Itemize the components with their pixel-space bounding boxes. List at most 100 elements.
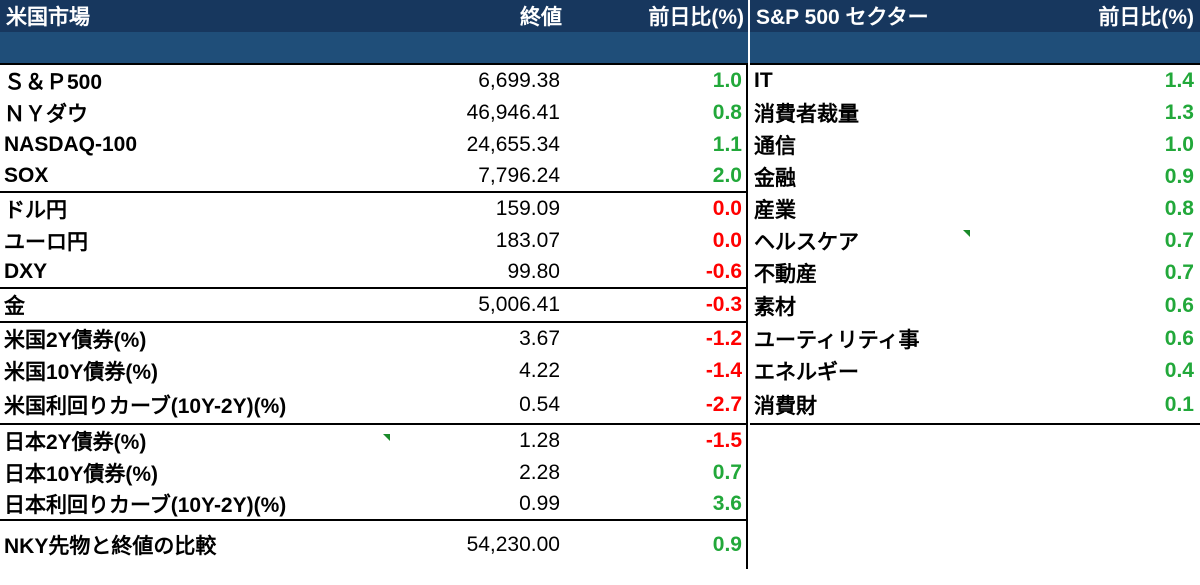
market-close-value: 1.28 bbox=[519, 429, 560, 452]
us-market-subheader-band bbox=[0, 32, 748, 65]
market-name: 米国10Y債券(%) bbox=[4, 361, 159, 384]
sector-row: 産業 0.8 bbox=[750, 193, 1200, 225]
market-close-value: 183.07 bbox=[495, 229, 560, 252]
market-close-value: 54,230.00 bbox=[466, 533, 560, 556]
sector-rows: IT 1.4 消費者裁量 1.3 通信 1.0 金融 0.9 産業 0.8 ヘルスケア 0.7 不動産 0… bbox=[750, 65, 1200, 425]
market-close-value: 4.22 bbox=[519, 359, 560, 382]
market-close-value: 24,655.34 bbox=[466, 133, 560, 156]
market-row: NASDAQ-100 24,655.34 1.1 bbox=[0, 129, 748, 161]
sector-change-column-header: 前日比(%) bbox=[1098, 6, 1194, 29]
market-row: 日本利回りカーブ(10Y-2Y)(%) 0.99 3.6 bbox=[0, 489, 748, 521]
market-name: Ｓ＆Ｐ500 bbox=[4, 71, 103, 94]
market-rows: Ｓ＆Ｐ500 6,699.38 1.0 ＮＹダウ 46,946.41 0.8 NASDAQ-… bbox=[0, 65, 748, 569]
market-name: DXY bbox=[4, 260, 48, 283]
sector-name: エネルギー bbox=[754, 361, 859, 384]
market-row: 米国利回りカーブ(10Y-2Y)(%) 0.54 -2.7 bbox=[0, 387, 748, 425]
market-close-value: 99.80 bbox=[507, 260, 560, 283]
market-change-value: -0.6 bbox=[705, 260, 742, 283]
market-close-value: 46,946.41 bbox=[466, 101, 560, 124]
sector-row: 素材 0.6 bbox=[750, 289, 1200, 323]
market-name: ユーロ円 bbox=[4, 231, 88, 254]
market-name: 米国2Y債券(%) bbox=[4, 329, 147, 352]
market-change-value: 3.6 bbox=[712, 492, 742, 515]
us-market-header: 米国市場 終値 前日比(%) bbox=[0, 0, 748, 32]
cell-comment-indicator bbox=[383, 434, 390, 441]
market-change-value: -1.4 bbox=[705, 359, 742, 382]
sector-change-value: 1.4 bbox=[1164, 69, 1194, 92]
sector-name: IT bbox=[754, 69, 773, 92]
sector-name: ユーティリティ事 bbox=[754, 329, 920, 352]
sector-name: 不動産 bbox=[754, 263, 817, 286]
sector-change-value: 1.3 bbox=[1164, 101, 1194, 124]
market-change-value: 1.1 bbox=[712, 133, 742, 156]
sector-row: 不動産 0.7 bbox=[750, 257, 1200, 289]
market-close-value: 0.54 bbox=[519, 393, 560, 416]
market-change-value: -2.7 bbox=[705, 393, 742, 416]
market-name: 金 bbox=[4, 295, 25, 318]
sector-change-value: 0.7 bbox=[1164, 229, 1194, 252]
sector-name: 消費者裁量 bbox=[754, 103, 859, 126]
us-market-title: 米国市場 bbox=[6, 6, 90, 29]
sector-change-value: 0.1 bbox=[1164, 393, 1194, 416]
market-close-value: 0.99 bbox=[519, 492, 560, 515]
market-row: Ｓ＆Ｐ500 6,699.38 1.0 bbox=[0, 65, 748, 97]
market-change-value: 0.9 bbox=[712, 533, 742, 556]
market-name: ＮＹダウ bbox=[4, 103, 88, 126]
sector-change-value: 0.6 bbox=[1164, 294, 1194, 317]
market-row: 金 5,006.41 -0.3 bbox=[0, 289, 748, 323]
market-row: NKY先物と終値の比較 54,230.00 0.9 bbox=[0, 521, 748, 569]
market-name: NKY先物と終値の比較 bbox=[4, 535, 217, 558]
market-change-value: 0.8 bbox=[712, 101, 742, 124]
market-change-value: -1.5 bbox=[705, 429, 742, 452]
market-change-value: 1.0 bbox=[712, 69, 742, 92]
sector-change-value: 0.4 bbox=[1164, 359, 1194, 382]
sector-name: 産業 bbox=[754, 199, 796, 222]
sector-name: 素材 bbox=[754, 296, 796, 319]
sector-change-value: 1.0 bbox=[1164, 133, 1194, 156]
market-close-value: 3.67 bbox=[519, 327, 560, 350]
market-name: SOX bbox=[4, 164, 49, 187]
sector-change-value: 0.9 bbox=[1164, 165, 1194, 188]
sector-change-value: 0.8 bbox=[1164, 197, 1194, 220]
sector-name: 消費財 bbox=[754, 395, 817, 418]
market-name: NASDAQ-100 bbox=[4, 133, 138, 156]
sector-row: IT 1.4 bbox=[750, 65, 1200, 97]
cell-comment-indicator bbox=[963, 230, 970, 237]
market-row: ドル円 159.09 0.0 bbox=[0, 193, 748, 225]
sector-row: 消費財 0.1 bbox=[750, 387, 1200, 425]
sector-row: ユーティリティ事 0.6 bbox=[750, 323, 1200, 355]
market-name: 日本2Y債券(%) bbox=[4, 431, 147, 454]
sector-title: S&P 500 セクター bbox=[756, 6, 929, 29]
change-column-header: 前日比(%) bbox=[648, 6, 744, 29]
market-row: 日本2Y債券(%) 1.28 -1.5 bbox=[0, 425, 748, 457]
market-name: 日本10Y債券(%) bbox=[4, 463, 159, 486]
market-close-value: 7,796.24 bbox=[478, 164, 560, 187]
sector-name: 金融 bbox=[754, 167, 796, 190]
sector-row: 通信 1.0 bbox=[750, 129, 1200, 161]
sector-row: 消費者裁量 1.3 bbox=[750, 97, 1200, 129]
market-name: 米国利回りカーブ(10Y-2Y)(%) bbox=[4, 395, 287, 418]
market-change-value: 2.0 bbox=[712, 164, 742, 187]
market-change-value: 0.0 bbox=[712, 197, 742, 220]
sector-row: 金融 0.9 bbox=[750, 161, 1200, 193]
market-row: ＮＹダウ 46,946.41 0.8 bbox=[0, 97, 748, 129]
sector-panel: S&P 500 セクター 前日比(%) IT 1.4 消費者裁量 1.3 通信 1.0 金融… bbox=[750, 0, 1200, 425]
market-close-value: 6,699.38 bbox=[478, 69, 560, 92]
sector-change-value: 0.6 bbox=[1164, 327, 1194, 350]
market-close-value: 159.09 bbox=[495, 197, 560, 220]
market-row: 米国10Y債券(%) 4.22 -1.4 bbox=[0, 355, 748, 387]
sector-name: ヘルスケア bbox=[754, 231, 859, 254]
sector-header: S&P 500 セクター 前日比(%) bbox=[750, 0, 1200, 32]
market-row: 米国2Y債券(%) 3.67 -1.2 bbox=[0, 323, 748, 355]
sector-row: ヘルスケア 0.7 bbox=[750, 225, 1200, 257]
market-row: DXY 99.80 -0.6 bbox=[0, 257, 748, 289]
market-change-value: 0.7 bbox=[712, 461, 742, 484]
market-change-value: 0.0 bbox=[712, 229, 742, 252]
market-name: 日本利回りカーブ(10Y-2Y)(%) bbox=[4, 494, 287, 517]
sector-name: 通信 bbox=[754, 135, 796, 158]
sector-change-value: 0.7 bbox=[1164, 261, 1194, 284]
us-market-panel: 米国市場 終値 前日比(%) Ｓ＆Ｐ500 6,699.38 1.0 ＮＹダウ 46,9… bbox=[0, 0, 748, 569]
market-row: SOX 7,796.24 2.0 bbox=[0, 161, 748, 193]
market-change-value: -0.3 bbox=[705, 293, 742, 316]
